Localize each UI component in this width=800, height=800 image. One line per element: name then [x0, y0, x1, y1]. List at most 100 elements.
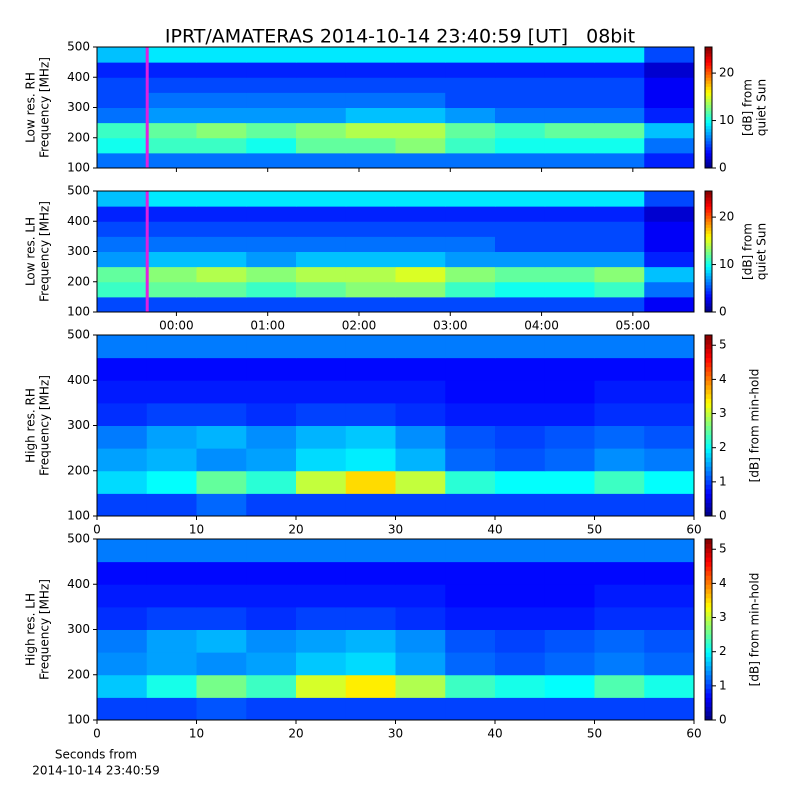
heat-cell	[246, 107, 297, 124]
heat-cell	[296, 357, 347, 381]
heat-cell	[395, 335, 446, 359]
colorbar-step	[705, 457, 712, 463]
heat-cell	[97, 251, 148, 268]
colorbar-step	[705, 466, 712, 472]
heat-cell	[296, 539, 347, 563]
colorbar-step	[705, 107, 712, 112]
colorbar-step	[705, 203, 712, 207]
colorbar-step	[705, 47, 712, 51]
heat-cell	[146, 674, 197, 698]
y-tick-label: 100	[67, 713, 90, 727]
heat-cell	[196, 674, 247, 698]
heat-cell	[445, 629, 496, 653]
heat-cell	[146, 335, 197, 359]
heat-cell	[544, 606, 595, 630]
heat-cell	[594, 47, 645, 63]
heat-cell	[246, 92, 297, 108]
heat-cell	[445, 47, 496, 63]
colorbar-tick-label: 20	[719, 210, 734, 224]
colorbar-step	[705, 479, 712, 485]
colorbar-step	[705, 638, 712, 644]
heat-cell	[345, 561, 396, 585]
heat-cell	[644, 77, 695, 93]
colorbar-step	[705, 484, 712, 490]
heat-cell	[196, 652, 247, 676]
heat-cell	[345, 281, 396, 298]
x-tick-label: 02:00	[342, 319, 377, 333]
y-axis-label: Low res. LH	[24, 217, 38, 286]
heat-cell	[345, 380, 396, 404]
heat-cell	[296, 652, 347, 676]
heat-cell	[146, 122, 197, 139]
colorbar-step	[705, 77, 712, 81]
heat-cell	[296, 402, 347, 426]
colorbar-step	[705, 488, 712, 494]
heat-cell	[146, 137, 197, 154]
heat-cell	[196, 448, 247, 472]
heat-cell	[544, 221, 595, 237]
colorbar-step	[705, 701, 712, 707]
colorbar-step	[705, 233, 712, 237]
heat-cell	[345, 77, 396, 93]
heat-cell	[345, 493, 396, 517]
heat-cell	[544, 62, 595, 78]
colorbar-step	[705, 83, 712, 87]
heat-cell	[594, 122, 645, 139]
heat-cell	[296, 122, 347, 139]
heat-cell	[246, 47, 297, 63]
heat-cell	[246, 493, 297, 517]
heat-cell	[544, 296, 595, 313]
heat-cell	[644, 561, 695, 585]
y-axis-label: Frequency [MHz]	[38, 579, 52, 680]
heat-cell	[97, 335, 148, 359]
colorbar-frame	[704, 538, 713, 721]
heat-cell	[345, 584, 396, 608]
colorbar-step	[705, 245, 712, 249]
heat-cell	[594, 296, 645, 313]
heat-cell	[395, 191, 446, 207]
colorbar-step	[705, 425, 712, 431]
colorbar-step	[705, 269, 712, 274]
heat-cell	[345, 191, 396, 207]
colorbar-step	[705, 557, 712, 563]
heat-cell	[395, 697, 446, 721]
colorbar-step	[705, 260, 712, 265]
heat-cell	[345, 425, 396, 449]
heat-cell	[296, 425, 347, 449]
heat-cell	[544, 107, 595, 124]
y-axis-label: Frequency [MHz]	[38, 375, 52, 476]
colorbar-step	[705, 443, 712, 449]
heat-cell	[97, 107, 148, 124]
heat-cell	[345, 137, 396, 154]
heat-cell	[246, 357, 297, 381]
colorbar-step	[705, 122, 712, 127]
y-tick-label: 300	[67, 100, 90, 114]
heat-cell	[146, 236, 197, 252]
heat-cell	[445, 251, 496, 268]
heat-cell	[395, 137, 446, 154]
heat-cell	[246, 122, 297, 139]
x-tick-label: 01:00	[250, 319, 285, 333]
heat-cell	[594, 448, 645, 472]
colorbar-step	[705, 248, 712, 252]
colorbar-step	[705, 411, 712, 417]
heat-cell	[97, 674, 148, 698]
colorbar-step	[705, 584, 712, 590]
heat-cell	[246, 236, 297, 252]
colorbar-step	[705, 299, 712, 304]
heat-cell	[246, 402, 297, 426]
heat-cell	[445, 493, 496, 517]
colorbar-step	[705, 539, 712, 545]
colorbar-step	[705, 380, 712, 386]
heat-cell	[146, 425, 197, 449]
heat-cell	[196, 191, 247, 207]
heat-cell	[246, 335, 297, 359]
heat-cell	[97, 584, 148, 608]
colorbar-step	[705, 284, 712, 289]
heat-cell	[445, 281, 496, 298]
heat-cell	[495, 77, 546, 93]
colorbar-step	[705, 143, 712, 148]
heat-cell	[644, 191, 695, 207]
heat-cell	[345, 266, 396, 283]
colorbar-tick-label: 1	[719, 678, 727, 692]
